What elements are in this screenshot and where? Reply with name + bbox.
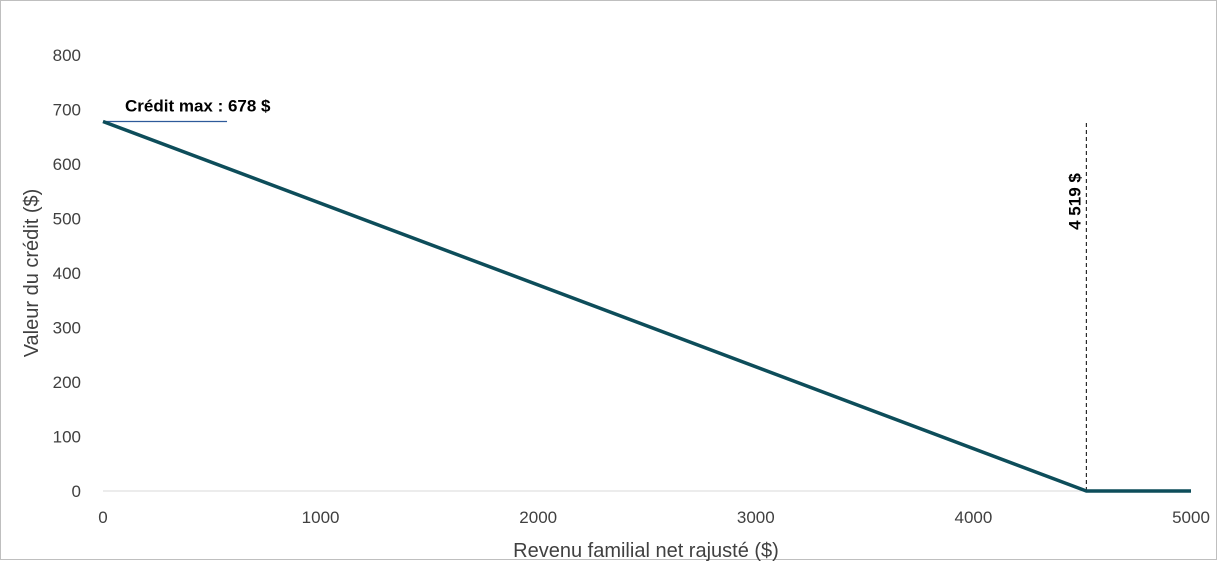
series (103, 121, 1191, 491)
y-tick-label: 700 (53, 101, 81, 120)
x-tick-label: 3000 (737, 508, 775, 527)
x-tick-label: 0 (98, 508, 107, 527)
x-axis-label: Revenu familial net rajusté ($) (513, 540, 779, 561)
max-credit-label: Crédit max : 678 $ (125, 96, 271, 115)
y-tick-label: 300 (53, 319, 81, 338)
x-tick-label: 5000 (1172, 508, 1210, 527)
y-axis-label: Valeur du crédit ($) (21, 189, 43, 358)
y-axis: 0 100 200 300 400 500 600 700 800 (53, 46, 81, 501)
credit-series-line (103, 121, 1191, 491)
y-tick-label: 100 (53, 428, 81, 447)
y-tick-label: 200 (53, 373, 81, 392)
x-tick-label: 1000 (302, 508, 340, 527)
x-tick-label: 2000 (519, 508, 557, 527)
y-tick-label: 800 (53, 46, 81, 65)
threshold-label: 4 519 $ (1065, 173, 1084, 230)
y-tick-label: 500 (53, 210, 81, 229)
annotations: Crédit max : 678 $ 4 519 $ (103, 96, 1086, 491)
x-axis: 0 1000 2000 3000 4000 5000 (98, 491, 1210, 527)
y-tick-label: 0 (72, 482, 81, 501)
y-tick-label: 600 (53, 155, 81, 174)
x-tick-label: 4000 (954, 508, 992, 527)
y-tick-label: 400 (53, 264, 81, 283)
